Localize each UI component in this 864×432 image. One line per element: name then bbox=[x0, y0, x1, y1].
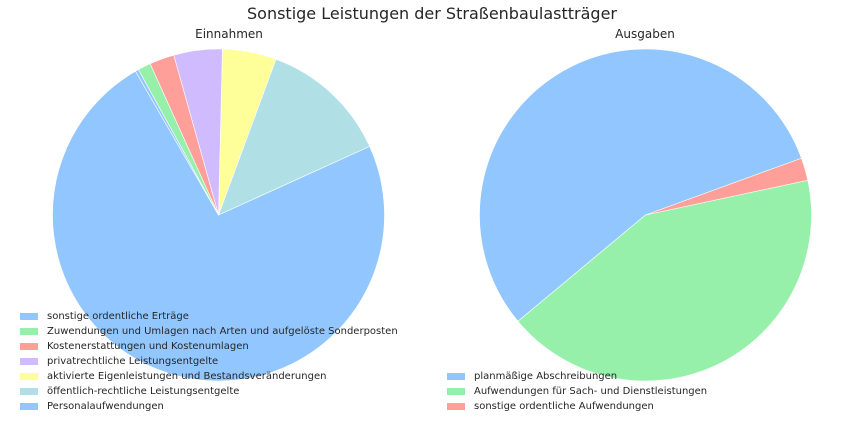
legend-label: aktivierte Eigenleistungen und Bestandsv… bbox=[47, 371, 327, 382]
legend-swatch bbox=[447, 373, 465, 380]
pie-slice-sonstige-ordentliche-aufwendungen bbox=[645, 157, 809, 216]
legend-label: Aufwendungen für Sach- und Dienstleistun… bbox=[474, 386, 708, 397]
legend-swatch bbox=[20, 373, 38, 380]
legend-swatch bbox=[20, 313, 38, 320]
pie-slice-planmaessige-abschreibungen bbox=[479, 48, 802, 322]
legend-item: sonstige ordentliche Erträge bbox=[20, 309, 398, 324]
pie-slice-aufwendungen-fuer-sach-und-dienstleistungen bbox=[517, 179, 812, 382]
pie-slice-oeffentlich-rechtliche-leistungsentgelte bbox=[217, 58, 371, 216]
legend-label: planmäßige Abschreibungen bbox=[474, 371, 618, 382]
legend-label: öffentlich-rechtliche Leistungsentgelte bbox=[47, 386, 240, 397]
legend-swatch bbox=[20, 358, 38, 365]
legend-swatch bbox=[20, 328, 38, 335]
legend-item: Zuwendungen und Umlagen nach Arten und a… bbox=[20, 324, 398, 339]
pie-slice-personalaufwendungen bbox=[52, 70, 385, 382]
legend-label: sonstige ordentliche Aufwendungen bbox=[474, 401, 654, 412]
legend-label: privatrechtliche Leistungsentgelte bbox=[47, 356, 219, 367]
legend-item: aktivierte Eigenleistungen und Bestandsv… bbox=[20, 369, 398, 384]
chart-title: Sonstige Leistungen der Straßenbaulasttr… bbox=[247, 4, 617, 23]
pie-title-einnahmen: Einnahmen bbox=[195, 27, 263, 41]
legend-item: sonstige ordentliche Aufwendungen bbox=[447, 399, 707, 414]
legend-label: sonstige ordentliche Erträge bbox=[47, 311, 189, 322]
legend-swatch bbox=[20, 388, 38, 395]
legend-einnahmen: sonstige ordentliche Erträge Zuwendungen … bbox=[20, 309, 398, 414]
legend-label: Kostenerstattungen und Kostenumlagen bbox=[47, 341, 249, 352]
legend-swatch bbox=[447, 403, 465, 410]
legend-item: planmäßige Abschreibungen bbox=[447, 369, 707, 384]
legend-ausgaben: planmäßige Abschreibungen Aufwendungen fü… bbox=[447, 369, 707, 414]
legend-label: Personalaufwendungen bbox=[47, 401, 164, 412]
legend-label: Zuwendungen und Umlagen nach Arten und a… bbox=[47, 326, 398, 337]
legend-item: Aufwendungen für Sach- und Dienstleistun… bbox=[447, 384, 707, 399]
legend-swatch bbox=[20, 403, 38, 410]
legend-item: öffentlich-rechtliche Leistungsentgelte bbox=[20, 384, 398, 399]
legend-swatch bbox=[447, 388, 465, 395]
pie-slice-sonstige-ordentliche-ertraege bbox=[135, 69, 219, 216]
legend-swatch bbox=[20, 343, 38, 350]
legend-item: Kostenerstattungen und Kostenumlagen bbox=[20, 339, 398, 354]
pie-title-ausgaben: Ausgaben bbox=[615, 27, 675, 41]
legend-item: Personalaufwendungen bbox=[20, 399, 398, 414]
legend-item: privatrechtliche Leistungsentgelte bbox=[20, 354, 398, 369]
